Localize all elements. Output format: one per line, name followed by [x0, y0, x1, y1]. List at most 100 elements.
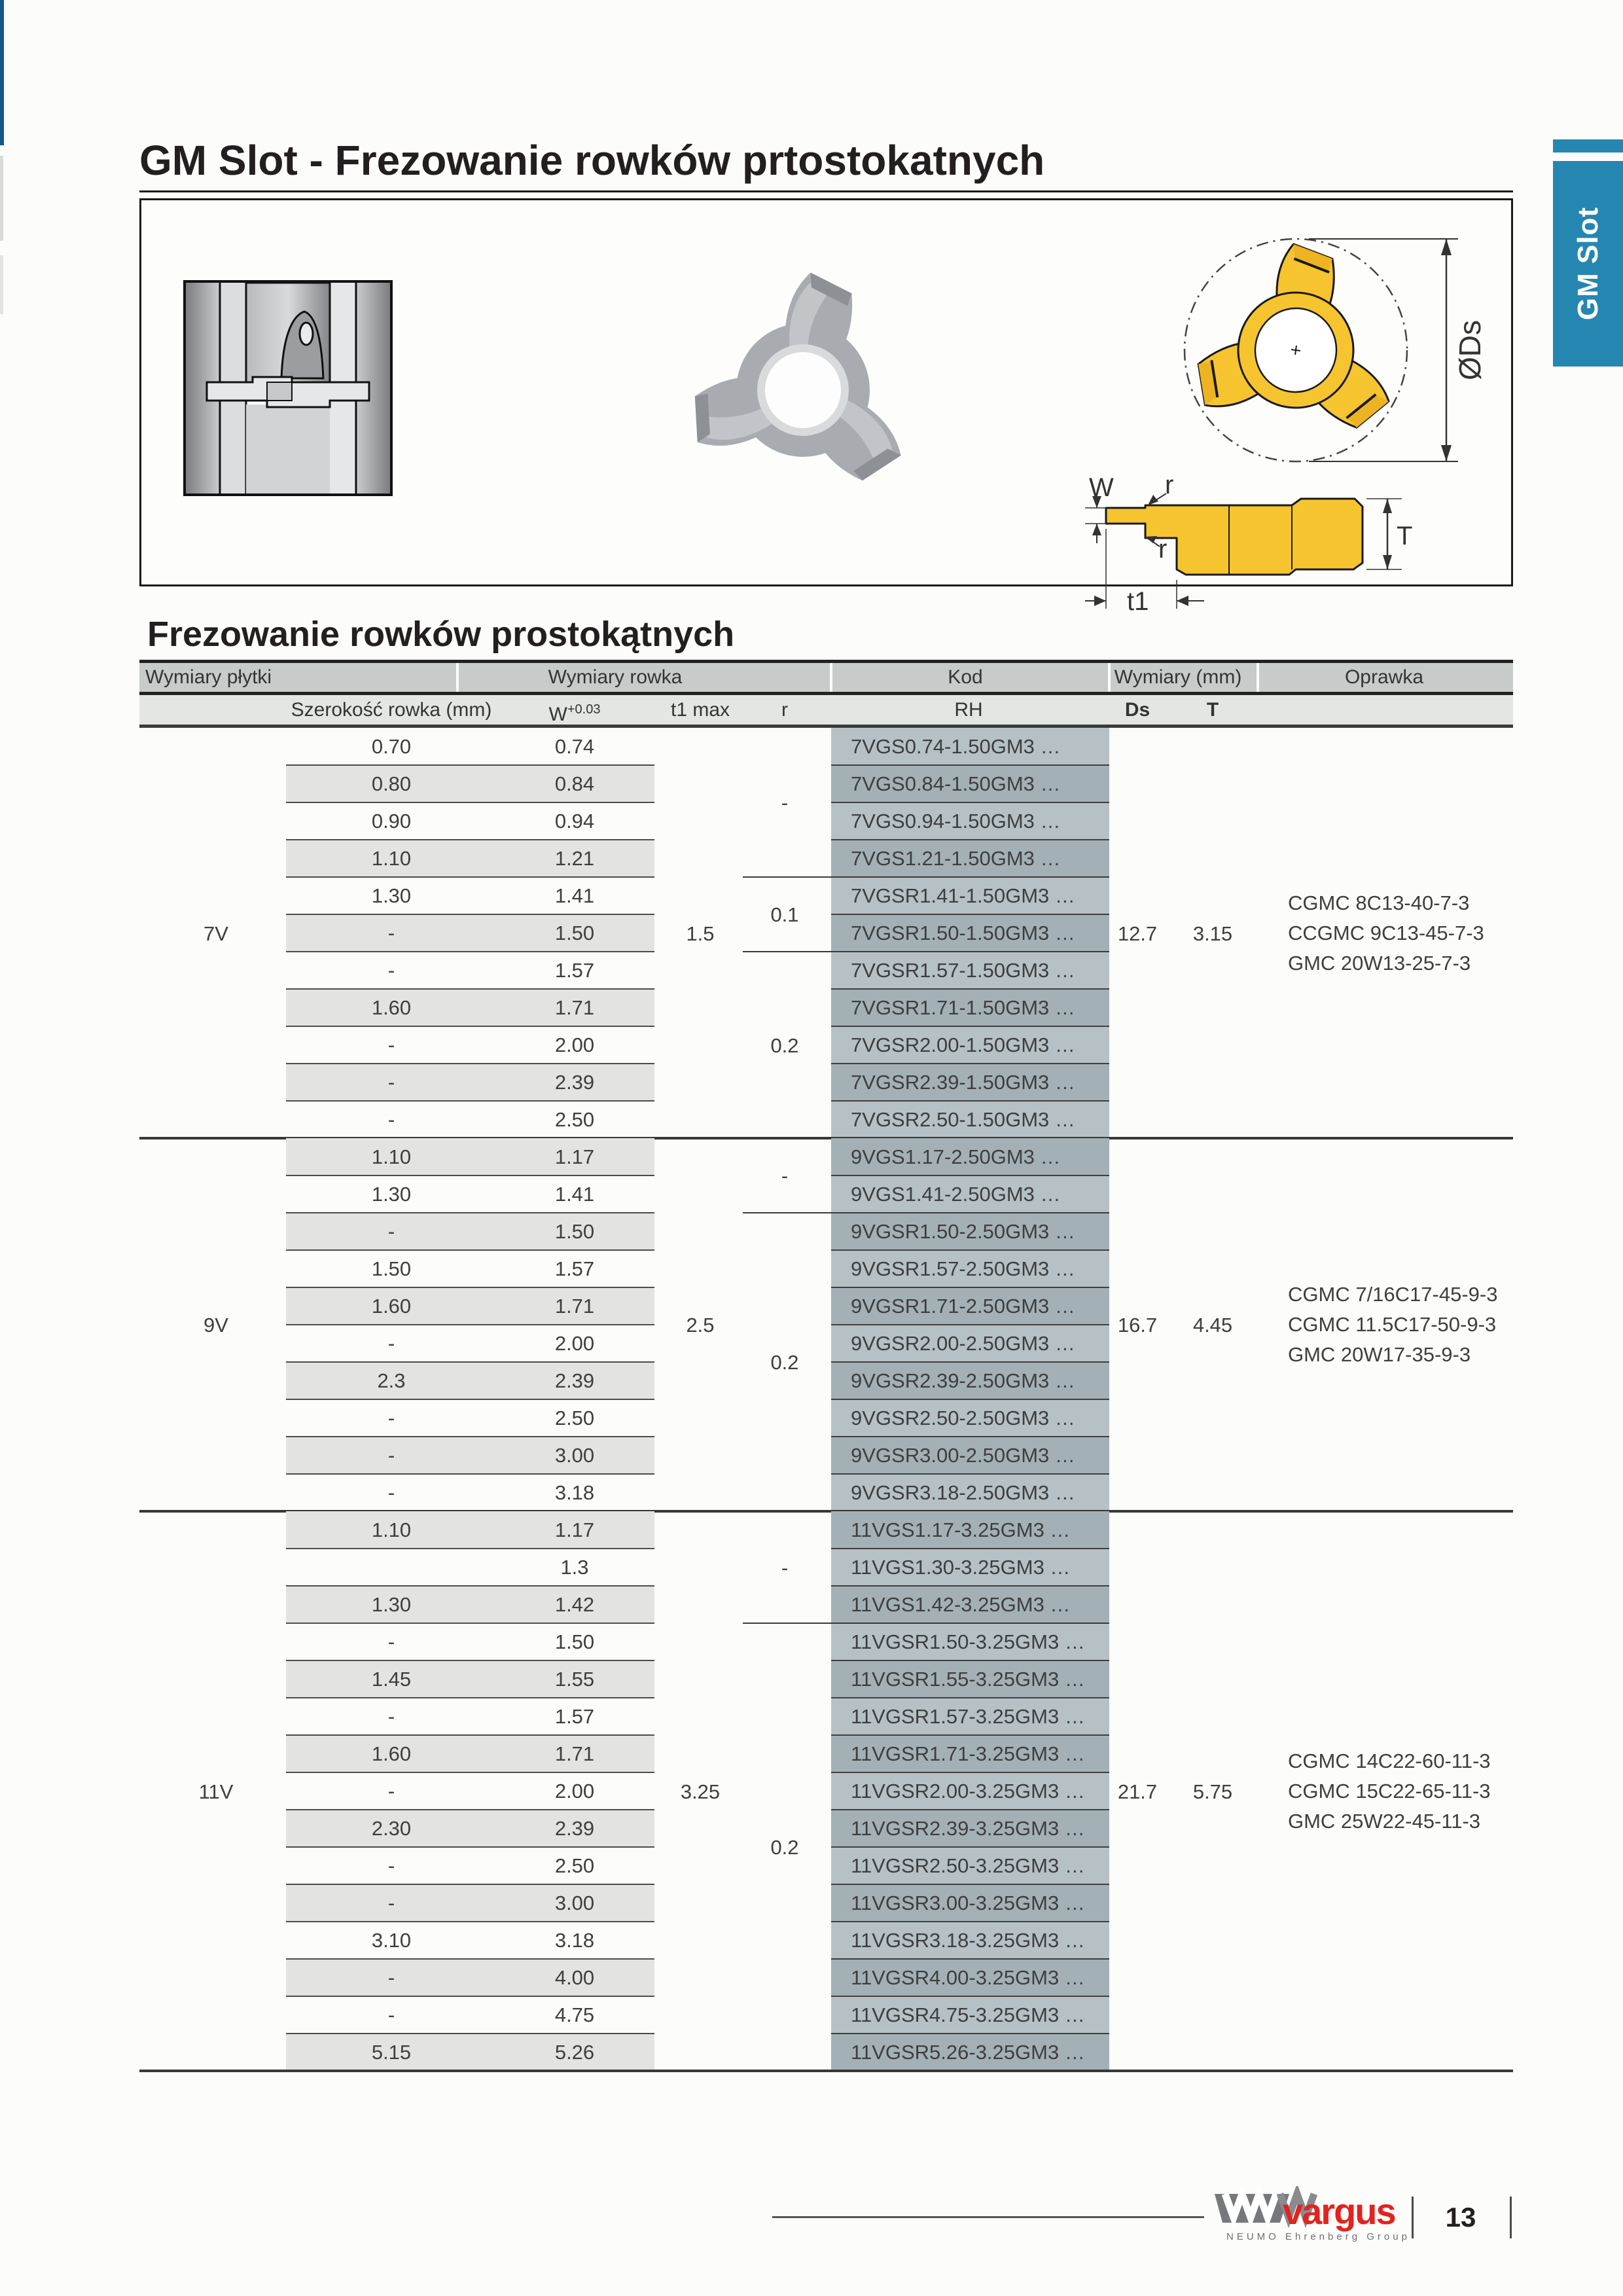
table-group-header-band — [139, 663, 1513, 692]
r-group-divider — [743, 876, 1109, 878]
cell-szerokosc: 1.10 — [371, 847, 412, 870]
oprawka-line: CCGMC 9C13-45-7-3 — [1288, 921, 1484, 944]
row-divider — [831, 1361, 1109, 1363]
cell-szerokosc: - — [387, 1705, 395, 1728]
cell-r-value: 0.1 — [770, 903, 799, 926]
row-divider — [286, 876, 654, 878]
row-divider — [831, 1100, 1109, 1102]
col-header-t1max: t1 max — [670, 699, 730, 721]
kod-column-band — [831, 1847, 1109, 1884]
row-divider — [831, 1846, 1109, 1848]
cell-kod: 9VGSR1.50-2.50GM3 … — [851, 1220, 1075, 1243]
side-tab-accent-bar — [1553, 139, 1623, 152]
cell-w: 2.39 — [554, 1817, 595, 1840]
oprawka-line: CGMC 11.5C17-50-9-3 — [1288, 1313, 1497, 1336]
cell-szerokosc: - — [387, 2003, 395, 2026]
cell-szerokosc: 1.60 — [371, 1295, 412, 1318]
row-divider — [286, 1100, 654, 1102]
dimension-diagram: ØDs W r r t1 T — [1085, 238, 1487, 616]
row-divider — [286, 1436, 654, 1437]
kod-column-band — [831, 1399, 1109, 1437]
row-stripe — [286, 2034, 654, 2071]
row-divider — [286, 1623, 654, 1624]
cell-kod: 11VGSR1.57-3.25GM3 … — [851, 1705, 1085, 1728]
kod-column-band — [831, 1064, 1109, 1101]
row-divider — [286, 1175, 654, 1176]
cell-r-value: - — [781, 791, 789, 814]
section-boundary-line — [139, 2070, 1513, 2072]
cell-w: 1.50 — [554, 1630, 595, 1653]
table-header-bottom-border — [139, 725, 1513, 728]
col-header-w: W+0.03 — [549, 695, 601, 725]
row-stripe — [286, 1511, 654, 1549]
cell-w: 3.18 — [554, 1929, 595, 1952]
row-divider — [286, 1548, 654, 1549]
cell-w: 2.00 — [554, 1033, 595, 1056]
cell-szerokosc: - — [387, 1966, 395, 1989]
cell-r-value: 0.2 — [770, 1033, 799, 1057]
kod-column-band — [831, 1623, 1109, 1660]
cell-w: 2.00 — [554, 1332, 595, 1355]
cell-w: 1.50 — [554, 1220, 595, 1243]
row-divider — [286, 1734, 654, 1736]
header-gap — [830, 663, 832, 692]
row-divider — [286, 914, 654, 915]
cell-szerokosc: 0.90 — [371, 810, 412, 833]
cell-szerokosc: - — [387, 922, 395, 944]
row-divider — [831, 1473, 1109, 1475]
dim-label-T: T — [1397, 522, 1412, 550]
row-divider — [831, 1921, 1109, 1922]
cell-w: 3.00 — [554, 1444, 595, 1467]
kod-column-band — [831, 1474, 1109, 1511]
dim-label-ds: ØDs — [1453, 320, 1487, 380]
cell-r-value: 0.2 — [770, 1836, 799, 1859]
cell-kod: 11VGS1.42-3.25GM3 … — [851, 1593, 1071, 1616]
kod-column-band — [831, 1138, 1109, 1175]
cell-szerokosc: 1.10 — [371, 1145, 412, 1168]
cell-kod: 11VGS1.17-3.25GM3 … — [851, 1518, 1071, 1541]
kod-column-band — [831, 840, 1109, 877]
row-divider — [831, 1660, 1109, 1661]
footer-rule — [772, 2216, 1204, 2218]
cell-kod: 11VGSR3.00-3.25GM3 … — [851, 1892, 1085, 1914]
r-group-divider — [743, 951, 1109, 952]
cell-kod: 9VGSR1.57-2.50GM3 … — [851, 1257, 1075, 1280]
cell-t: 4.45 — [1192, 1314, 1233, 1336]
cell-w: 1.21 — [554, 847, 595, 870]
cell-w: 3.00 — [554, 1892, 595, 1914]
kod-column-band — [831, 952, 1109, 989]
cell-kod: 11VGSR2.00-3.25GM3 … — [851, 1780, 1085, 1803]
row-divider — [831, 914, 1109, 915]
kod-column-band — [831, 1772, 1109, 1810]
group-header-wymiary-mm: Wymiary (mm) — [1114, 666, 1242, 688]
row-divider — [831, 1734, 1109, 1736]
cell-t1max: 3.25 — [680, 1780, 721, 1803]
row-divider — [286, 1884, 654, 1885]
cell-w: 0.84 — [554, 772, 595, 795]
kod-column-band — [831, 914, 1109, 952]
oprawka-list: CGMC 8C13-40-7-3 CCGMC 9C13-45-7-3 GMC 20W… — [1288, 888, 1484, 978]
row-divider — [286, 1361, 654, 1363]
row-divider — [286, 988, 654, 990]
row-divider — [831, 1884, 1109, 1885]
row-divider — [831, 1996, 1109, 1997]
cell-kod: 9VGSR2.00-2.50GM3 … — [851, 1332, 1075, 1355]
kod-column-band — [831, 1959, 1109, 1996]
dim-label-r-top: r — [1165, 471, 1173, 499]
cell-kod: 11VGSR1.71-3.25GM3 … — [851, 1742, 1085, 1765]
cell-w: 4.00 — [554, 1966, 595, 1989]
kod-column-band — [831, 728, 1109, 765]
row-divider — [831, 1249, 1109, 1251]
cell-kod: 7VGSR1.71-1.50GM3 … — [851, 996, 1075, 1019]
row-divider — [831, 1026, 1109, 1027]
kod-column-band — [831, 1996, 1109, 2034]
page-edge-smudge — [0, 156, 3, 241]
group-header-kod: Kod — [948, 666, 983, 688]
cell-kod: 7VGSR1.57-1.50GM3 … — [851, 959, 1075, 982]
header-gap — [1108, 663, 1111, 692]
cell-w: 1.71 — [554, 1295, 595, 1318]
cell-szerokosc: 1.45 — [371, 1668, 412, 1691]
cell-w: 5.26 — [554, 2041, 595, 2064]
table-top-border — [139, 660, 1513, 663]
cell-kod: 7VGS0.94-1.50GM3 … — [851, 810, 1061, 833]
